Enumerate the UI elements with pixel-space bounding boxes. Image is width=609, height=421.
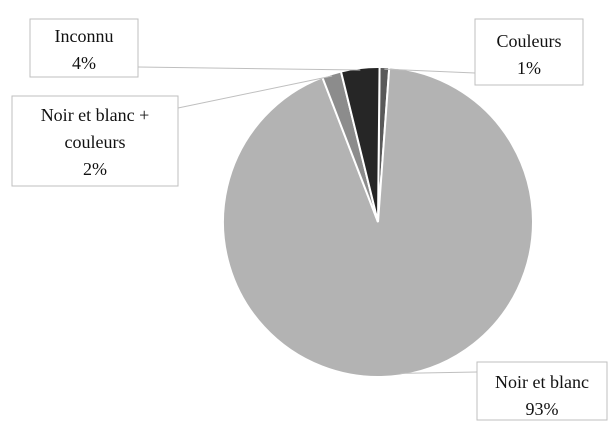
leader-line bbox=[384, 68, 476, 74]
data-label-box bbox=[476, 361, 608, 421]
pie-slice-inconnu bbox=[339, 66, 381, 223]
pie-slices bbox=[222, 66, 534, 378]
slice-percent: 2% bbox=[83, 159, 107, 179]
slice-name: Inconnu bbox=[55, 26, 114, 46]
slice-percent: 1% bbox=[517, 58, 541, 78]
slice-percent: 93% bbox=[526, 399, 559, 419]
data-label-inconnu: Inconnu 4% bbox=[29, 18, 139, 78]
data-label-couleurs: Couleurs 1% bbox=[474, 18, 584, 86]
data-label-box bbox=[474, 18, 584, 86]
leader-line bbox=[137, 66, 361, 71]
slice-name-line2: couleurs bbox=[65, 132, 126, 152]
data-label-noir-et-blanc: Noir et blanc 93% bbox=[476, 361, 608, 421]
slice-name: Noir et blanc bbox=[495, 372, 589, 392]
leader-line bbox=[400, 371, 478, 374]
slice-percent: 4% bbox=[72, 53, 96, 73]
data-label-box bbox=[29, 18, 139, 78]
pie-slice-noir-et-blanc bbox=[222, 66, 534, 378]
leader-lines bbox=[137, 66, 478, 374]
slice-name: Couleurs bbox=[497, 31, 562, 51]
data-label-box bbox=[11, 95, 179, 187]
data-label-noir-et-blanc-couleurs: Noir et blanc + couleurs 2% bbox=[11, 95, 179, 187]
leader-line bbox=[177, 75, 333, 109]
slice-name: Noir et blanc + bbox=[41, 105, 150, 125]
